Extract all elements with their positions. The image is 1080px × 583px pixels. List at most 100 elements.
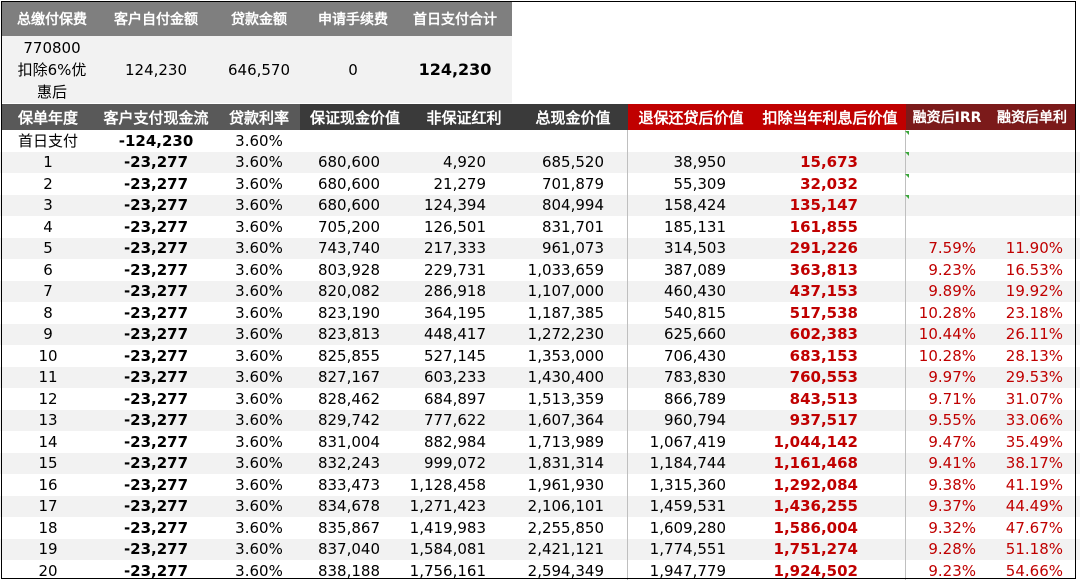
cell-policy-year: 8 [43, 303, 53, 322]
cell-cashflow: -23,277 [123, 411, 189, 430]
cell-after-interest-value: 1,751,274 [773, 540, 858, 559]
cell-policy-year: 2 [43, 174, 53, 193]
cell-irr [906, 173, 976, 195]
cell-cashflow: -23,277 [123, 239, 189, 258]
cell-non-guaranteed-bonus: 126,501 [423, 217, 486, 236]
col-header-total-cash-value: 总现金价值 [518, 104, 628, 130]
cell-policy-year: 1 [43, 153, 53, 172]
table-row: 首日支付 -124,230 3.60% [0, 130, 1080, 152]
cell-irr: 9.89% [928, 282, 976, 301]
cell-total-cash-value: 1,353,000 [527, 346, 604, 365]
cell-loan-rate: 3.60% [235, 540, 283, 559]
cell-after-interest-value: 517,538 [789, 303, 858, 322]
cell-simple-interest: 33.06% [1005, 411, 1063, 430]
cell-non-guaranteed-bonus: 1,756,161 [409, 561, 486, 580]
cell-loan-rate: 3.60% [235, 217, 283, 236]
cell-total-cash-value: 1,272,230 [527, 325, 604, 344]
cell-cashflow: -23,277 [123, 282, 189, 301]
cell-policy-year: 15 [38, 454, 58, 473]
cell-simple-interest: 35.49% [1005, 432, 1063, 451]
cell-cashflow: -23,277 [123, 346, 189, 365]
cell-after-interest-value [754, 130, 858, 152]
cell-after-interest-value: 32,032 [800, 174, 858, 193]
table-row: 18 -23,277 3.60% 835,867 1,419,983 2,255,850 1… [0, 517, 1080, 539]
col-header-surrender-value: 退保还贷后价值 [628, 104, 754, 130]
cell-comment-marker [905, 131, 909, 135]
cell-surrender-value: 387,089 [663, 260, 726, 279]
cell-guaranteed-cash-value: 831,004 [317, 432, 380, 451]
cell-simple-interest: 31.07% [1005, 389, 1063, 408]
table-row: 20 -23,277 3.60% 838,188 1,756,161 2,594,349 1… [0, 560, 1080, 582]
cell-simple-interest: 47.67% [1005, 518, 1063, 537]
cell-policy-year: 首日支付 [17, 132, 78, 151]
table-row: 16 -23,277 3.60% 833,473 1,128,458 1,961,930 1… [0, 474, 1080, 496]
cell-simple-interest [988, 152, 1063, 174]
cell-loan-rate: 3.60% [235, 454, 283, 473]
cell-surrender-value: 1,184,744 [649, 454, 726, 473]
cell-policy-year: 3 [43, 196, 53, 215]
col-header-simple-interest: 融资后单利 [988, 104, 1076, 130]
cell-non-guaranteed-bonus: 684,897 [423, 389, 486, 408]
cell-policy-year: 5 [43, 239, 53, 258]
cell-irr: 9.47% [928, 432, 976, 451]
cell-total-cash-value: 685,520 [541, 153, 604, 172]
summary-total-premium-note-2: 惠后 [36, 82, 67, 101]
summary-total-premium-amount: 770800 [23, 38, 81, 57]
cell-simple-interest: 38.17% [1005, 454, 1063, 473]
cell-non-guaranteed-bonus: 229,731 [423, 260, 486, 279]
cell-non-guaranteed-bonus: 527,145 [423, 346, 486, 365]
cell-simple-interest: 26.11% [1005, 325, 1063, 344]
cell-policy-year: 14 [38, 432, 58, 451]
col-header-cashflow: 客户支付现金流 [94, 104, 218, 130]
cell-cashflow: -23,277 [123, 174, 189, 193]
cell-guaranteed-cash-value: 705,200 [317, 217, 380, 236]
cell-after-interest-value: 437,153 [789, 282, 858, 301]
cell-loan-rate: 3.60% [235, 346, 283, 365]
cell-simple-interest: 16.53% [1005, 260, 1063, 279]
cell-total-cash-value: 1,033,659 [527, 260, 604, 279]
cell-loan-rate: 3.60% [235, 561, 283, 580]
cell-loan-rate: 3.60% [235, 260, 283, 279]
cell-guaranteed-cash-value: 743,740 [317, 239, 380, 258]
cell-irr: 9.28% [928, 540, 976, 559]
cell-irr: 7.59% [928, 239, 976, 258]
cell-surrender-value: 783,830 [663, 368, 726, 387]
cell-simple-interest: 29.53% [1005, 368, 1063, 387]
cell-non-guaranteed-bonus: 4,920 [443, 153, 486, 172]
cell-guaranteed-cash-value: 828,462 [317, 389, 380, 408]
cell-after-interest-value: 1,586,004 [773, 518, 858, 537]
cell-simple-interest: 28.13% [1005, 346, 1063, 365]
cell-comment-marker [905, 174, 909, 178]
cell-guaranteed-cash-value: 803,928 [317, 260, 380, 279]
table-row: 14 -23,277 3.60% 831,004 882,984 1,713,989 1,0… [0, 431, 1080, 453]
cell-loan-rate: 3.60% [235, 303, 283, 322]
cell-non-guaranteed-bonus: 448,417 [423, 325, 486, 344]
table-row: 19 -23,277 3.60% 837,040 1,584,081 2,421,121 1… [0, 538, 1080, 560]
cell-total-cash-value: 804,994 [541, 196, 604, 215]
cell-loan-rate: 3.60% [235, 432, 283, 451]
col-header-loan-rate: 贷款利率 [218, 104, 300, 130]
cell-irr: 9.37% [928, 497, 976, 516]
cell-non-guaranteed-bonus: 882,984 [423, 432, 486, 451]
cell-loan-rate: 3.60% [235, 475, 283, 494]
cell-simple-interest: 54.66% [1005, 561, 1063, 580]
cell-surrender-value: 1,315,360 [649, 475, 726, 494]
cell-loan-rate: 3.60% [235, 196, 283, 215]
cell-total-cash-value: 2,106,101 [527, 497, 604, 516]
cell-policy-year: 18 [38, 518, 58, 537]
col-header-irr: 融资后IRR [906, 104, 988, 130]
cell-simple-interest: 44.49% [1005, 497, 1063, 516]
cell-loan-rate: 3.60% [235, 368, 283, 387]
cell-simple-interest [988, 130, 1063, 152]
cell-cashflow: -124,230 [118, 131, 194, 150]
cell-cashflow: -23,277 [123, 432, 189, 451]
cell-loan-rate: 3.60% [235, 325, 283, 344]
table-row: 8 -23,277 3.60% 823,190 364,195 1,187,385 540,… [0, 302, 1080, 324]
cell-surrender-value: 55,309 [673, 174, 727, 193]
cell-policy-year: 13 [38, 411, 58, 430]
cell-guaranteed-cash-value: 827,167 [317, 368, 380, 387]
cell-non-guaranteed-bonus: 1,271,423 [409, 497, 486, 516]
cell-policy-year: 11 [38, 368, 58, 387]
col-header-policy-year: 保单年度 [2, 104, 94, 130]
cell-non-guaranteed-bonus: 364,195 [423, 303, 486, 322]
